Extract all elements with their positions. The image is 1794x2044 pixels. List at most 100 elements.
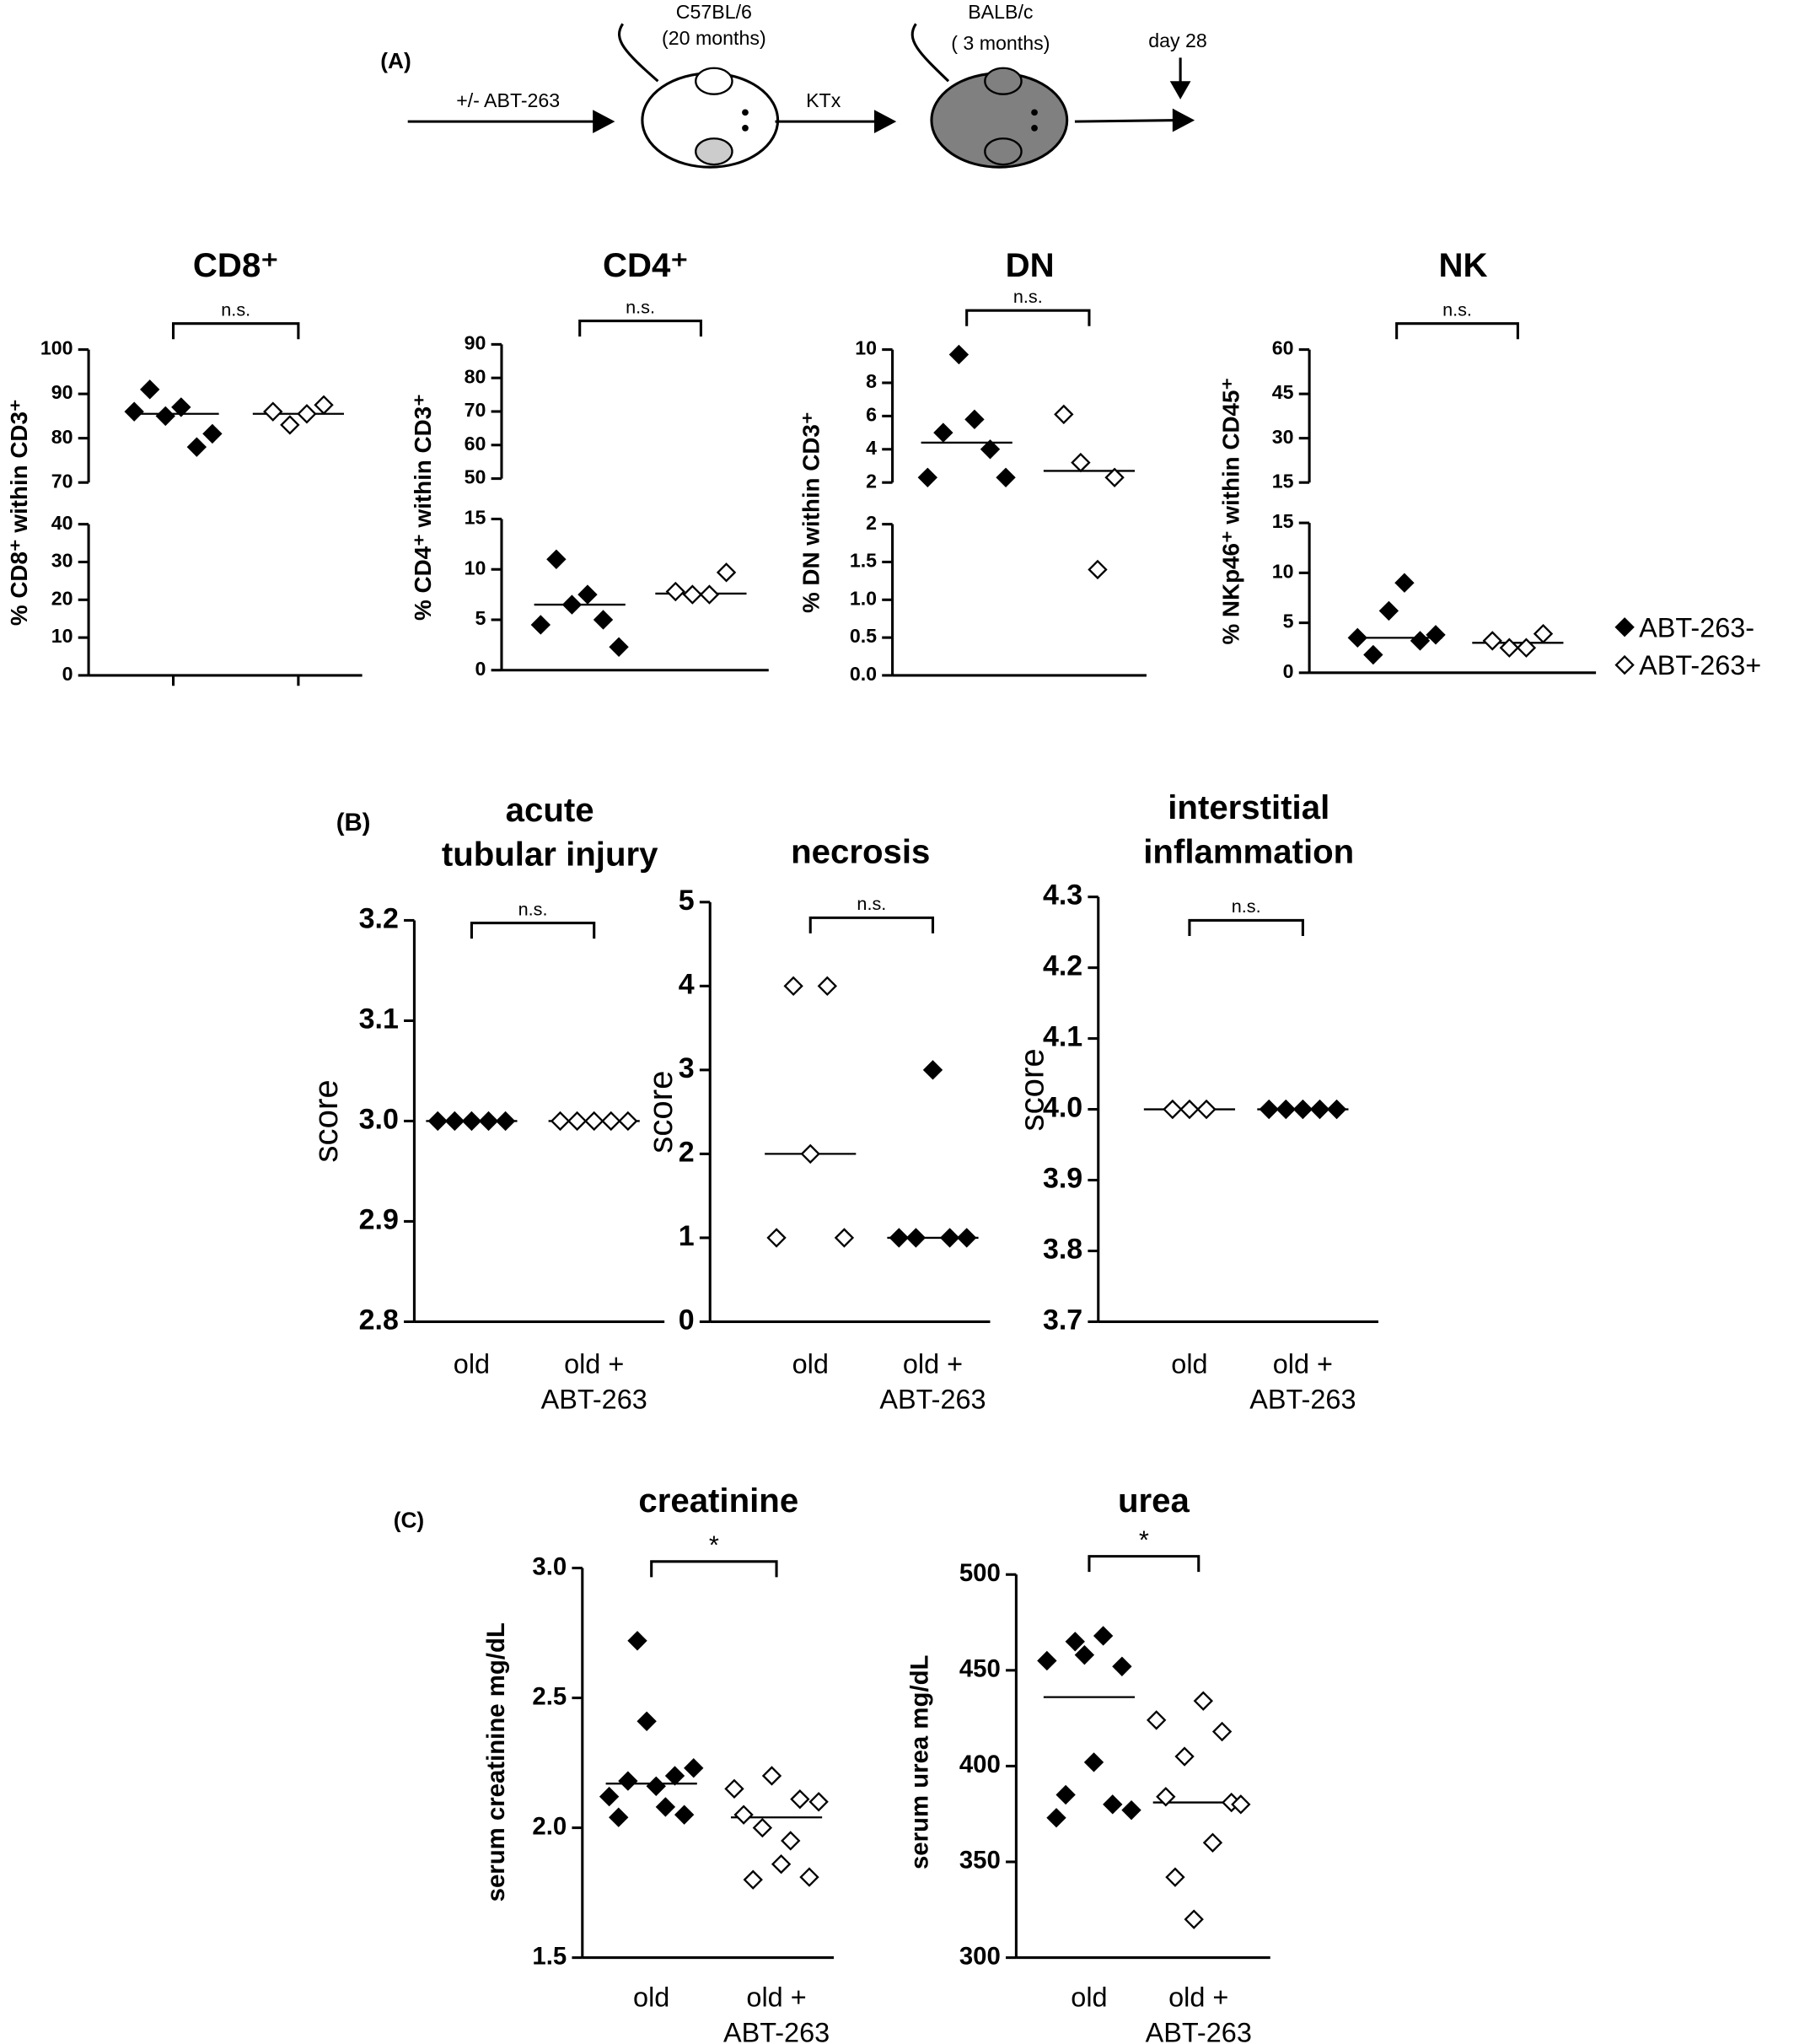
data-point xyxy=(567,1111,588,1132)
y-axis-label: serum urea mg/dL xyxy=(905,1654,933,1869)
data-point xyxy=(1104,467,1125,487)
y-tick-label: 20 xyxy=(51,587,73,609)
y-tick-label: 2.0 xyxy=(532,1812,567,1840)
data-point xyxy=(546,549,567,569)
y-tick-label: 3.2 xyxy=(359,902,399,934)
y-tick-label: 40 xyxy=(51,512,73,534)
mouse-ear xyxy=(695,137,733,166)
data-point xyxy=(171,397,191,417)
data-point xyxy=(1083,1752,1104,1772)
data-point xyxy=(808,1792,829,1812)
y-tick-label: 300 xyxy=(959,1942,1001,1970)
x-tick-label: ABT-263 xyxy=(1249,1384,1356,1414)
y-tick-label: 3.0 xyxy=(359,1103,399,1135)
procedure-label: KTx xyxy=(806,89,841,111)
data-point xyxy=(1071,452,1091,473)
data-point xyxy=(550,1111,571,1132)
data-point xyxy=(939,1228,960,1248)
x-tick-label: ABT-263 xyxy=(541,1384,647,1414)
data-point xyxy=(297,404,317,424)
x-tick-label: old + xyxy=(1273,1349,1333,1380)
data-point xyxy=(140,379,160,400)
y-tick-label: 1 xyxy=(679,1220,695,1252)
data-point xyxy=(530,615,551,635)
data-point xyxy=(1074,1644,1095,1665)
legend-marker xyxy=(1614,617,1635,637)
y-tick-label: 0 xyxy=(1283,660,1294,682)
data-point xyxy=(1482,631,1502,651)
data-point xyxy=(1533,623,1554,644)
arrowhead xyxy=(1172,108,1195,132)
data-point xyxy=(1378,600,1399,621)
data-point xyxy=(1363,644,1383,665)
y-tick-label: 0.0 xyxy=(850,663,877,685)
y-axis-label: score xyxy=(307,1079,345,1162)
data-point xyxy=(1196,1099,1217,1120)
mouse-ear xyxy=(984,137,1023,166)
y-axis-label: score xyxy=(642,1071,679,1154)
significance-bracket xyxy=(650,1560,778,1578)
chart-title: acute xyxy=(506,791,594,829)
age-label: (20 months) xyxy=(662,27,766,49)
y-tick-label: 3.8 xyxy=(1043,1233,1082,1265)
legend-label: ABT-263+ xyxy=(1639,650,1761,680)
data-point xyxy=(577,584,598,605)
y-tick-label: 4 xyxy=(679,968,695,1000)
data-point xyxy=(1426,625,1446,645)
data-point xyxy=(1326,1099,1347,1120)
arrowhead xyxy=(873,110,897,134)
data-point xyxy=(684,1758,704,1778)
data-point xyxy=(1309,1099,1330,1120)
data-point xyxy=(665,581,685,602)
data-point xyxy=(964,409,985,430)
y-axis-label: % NKp46⁺ within CD45⁺ xyxy=(1217,378,1243,645)
y-tick-label: 3.7 xyxy=(1043,1304,1082,1336)
significance-label: n.s. xyxy=(857,893,886,914)
significance-bracket xyxy=(470,922,596,939)
data-point xyxy=(1347,627,1367,648)
y-tick-label: 60 xyxy=(465,433,486,455)
data-point xyxy=(1231,1794,1251,1815)
data-point xyxy=(1112,1656,1132,1676)
y-tick-label: 80 xyxy=(51,426,73,448)
data-point xyxy=(1121,1799,1141,1821)
panel-label: (B) xyxy=(336,809,371,836)
data-point xyxy=(1259,1099,1279,1120)
y-tick-label: 2 xyxy=(679,1136,695,1168)
legend-marker xyxy=(1614,654,1635,675)
significance-bracket xyxy=(965,309,1091,326)
data-point xyxy=(155,406,175,427)
data-point xyxy=(1276,1099,1296,1120)
mouse-tail xyxy=(910,23,950,83)
data-point xyxy=(996,467,1016,487)
data-point xyxy=(561,594,583,615)
y-tick-label: 0 xyxy=(62,663,73,685)
y-tick-label: 15 xyxy=(1272,470,1294,492)
age-label: ( 3 months) xyxy=(951,32,1050,54)
data-point xyxy=(1088,559,1108,580)
x-tick-label: old + xyxy=(1168,1982,1228,2013)
data-point xyxy=(799,1867,819,1887)
significance-label: n.s. xyxy=(1013,286,1043,307)
y-tick-label: 400 xyxy=(959,1751,1001,1778)
x-tick-label: old + xyxy=(564,1349,624,1380)
data-point xyxy=(716,562,737,583)
mouse-eye xyxy=(1031,125,1038,132)
data-point xyxy=(1394,573,1415,593)
y-tick-label: 1.0 xyxy=(850,587,877,609)
mouse-eye xyxy=(1031,109,1038,116)
y-tick-label: 2.8 xyxy=(359,1304,399,1336)
y-tick-label: 10 xyxy=(855,337,877,359)
x-tick-label: old xyxy=(1071,1982,1107,2013)
chart-title: creatinine xyxy=(638,1482,798,1520)
data-point xyxy=(1211,1721,1233,1742)
y-axis-label: score xyxy=(1013,1048,1051,1131)
y-tick-label: 350 xyxy=(959,1847,1001,1875)
data-point xyxy=(444,1111,465,1132)
mouse-ear xyxy=(695,67,733,95)
mouse-ear xyxy=(984,67,1023,95)
chart-title: CD4⁺ xyxy=(603,246,689,284)
y-tick-label: 0.5 xyxy=(850,625,877,647)
